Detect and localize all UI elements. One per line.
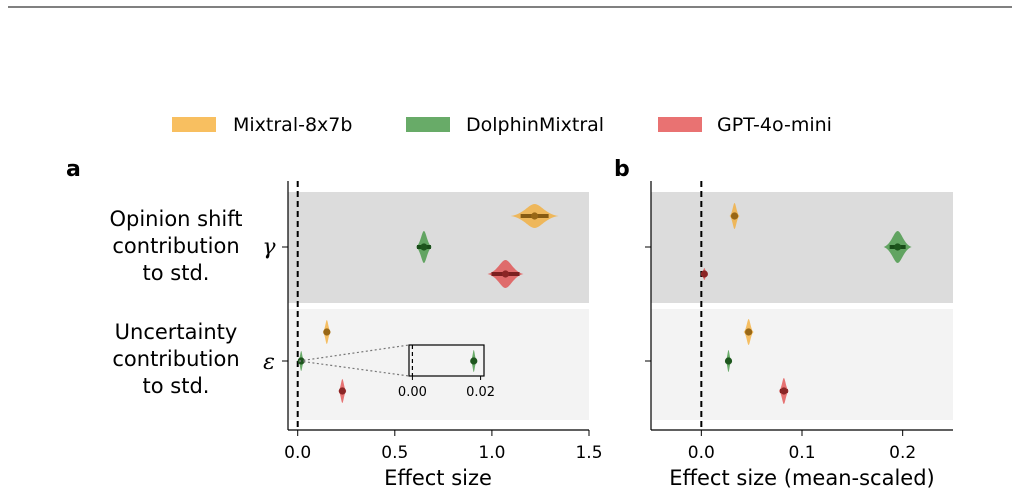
panel-b-dolphinmixtral-gamma-mean-point: [894, 243, 902, 251]
row-label-gamma: Opinion shift contribution to std. γ: [109, 207, 276, 285]
inset-xtick-label: 0.00: [398, 385, 427, 400]
inset-frame: [408, 344, 485, 377]
panel-a-xtick-label: 1.0: [478, 443, 505, 463]
row-label-epsilon-line3: to std.: [143, 374, 210, 398]
panel-b-band-epsilon: [651, 309, 953, 420]
legend-swatch-gpt: [658, 117, 702, 132]
panel-a-gpt-4o-mini-gamma-mean-point: [501, 270, 510, 278]
inset-marks: [411, 345, 478, 376]
panel-letter-b: b: [614, 157, 630, 182]
panel-b: 0.0 0.1 0.2 Effect size (mean-scaled): [645, 181, 953, 490]
inset-xtick-label: 0.02: [466, 385, 495, 400]
panel-b-marks: [700, 181, 912, 430]
panel-b-xtick-label: 0.2: [889, 443, 916, 463]
panel-a-mixtral-8x7b-epsilon-mean-point: [323, 328, 331, 336]
panel-a-dolphinmixtral-gamma-mean-point: [420, 243, 428, 251]
panel-a-xtick-label: 0.0: [284, 443, 311, 463]
legend: Mixtral-8x7b DolphinMixtral GPT-4o-mini: [172, 114, 832, 136]
row-label-epsilon-line1: Uncertainty: [115, 320, 238, 344]
legend-label-dolphin: DolphinMixtral: [466, 114, 604, 136]
legend-label-gpt: GPT-4o-mini: [717, 114, 832, 136]
panel-a-xticks: 0.0 0.5 1.0 1.5: [284, 430, 603, 463]
inset-connector-bottom: [298, 360, 410, 377]
panel-b-xticks: 0.0 0.1 0.2: [688, 430, 916, 463]
inset-connector-top: [298, 344, 410, 362]
inset-dolphinmixtral-epsilon-mean-point: [470, 357, 478, 365]
panel-a-marks: [296, 181, 559, 430]
panel-b-mixtral-8x7b-gamma-mean-point: [730, 212, 739, 220]
panel-a-inset: 0.00 0.02: [298, 344, 495, 400]
panel-a-xtick-label: 1.5: [575, 443, 602, 463]
panel-a: 0.0 0.5 1.0 1.5 Effect size 0.00 0.02: [282, 181, 603, 490]
panel-a-band-epsilon: [288, 309, 589, 420]
legend-swatch-mixtral: [172, 117, 216, 132]
panel-a-xtick-label: 0.5: [381, 443, 408, 463]
row-label-epsilon-line2: contribution: [112, 347, 239, 371]
inset-xticks: 0.00 0.02: [398, 376, 495, 400]
panel-b-dolphinmixtral-epsilon-mean-point: [724, 357, 733, 365]
panel-a-band-gamma: [288, 192, 589, 303]
panel-b-xlabel: Effect size (mean-scaled): [669, 466, 934, 490]
legend-label-mixtral: Mixtral-8x7b: [233, 114, 352, 136]
panel-a-mixtral-8x7b-gamma-mean-point: [531, 212, 539, 220]
row-symbol-gamma: γ: [262, 235, 276, 260]
panel-letter-a: a: [66, 157, 81, 182]
row-label-gamma-line3: to std.: [143, 261, 210, 285]
row-label-epsilon: Uncertainty contribution to std. ε: [112, 320, 275, 398]
panel-b-xtick-label: 0.1: [788, 443, 815, 463]
legend-swatch-dolphin: [406, 117, 450, 132]
panel-b-gpt-4o-mini-gamma-mean-point: [700, 270, 708, 278]
panel-a-gpt-4o-mini-epsilon-mean-point: [338, 387, 346, 395]
row-label-gamma-line2: contribution: [112, 234, 239, 258]
panel-b-gpt-4o-mini-epsilon-mean-point: [780, 387, 788, 395]
panel-a-dolphinmixtral-epsilon-mean-point: [297, 357, 305, 365]
row-label-gamma-line1: Opinion shift: [109, 207, 242, 231]
panel-b-xtick-label: 0.0: [688, 443, 715, 463]
panel-a-xlabel: Effect size: [384, 466, 492, 490]
row-symbol-epsilon: ε: [263, 350, 275, 375]
panel-b-mixtral-8x7b-epsilon-mean-point: [745, 328, 753, 336]
